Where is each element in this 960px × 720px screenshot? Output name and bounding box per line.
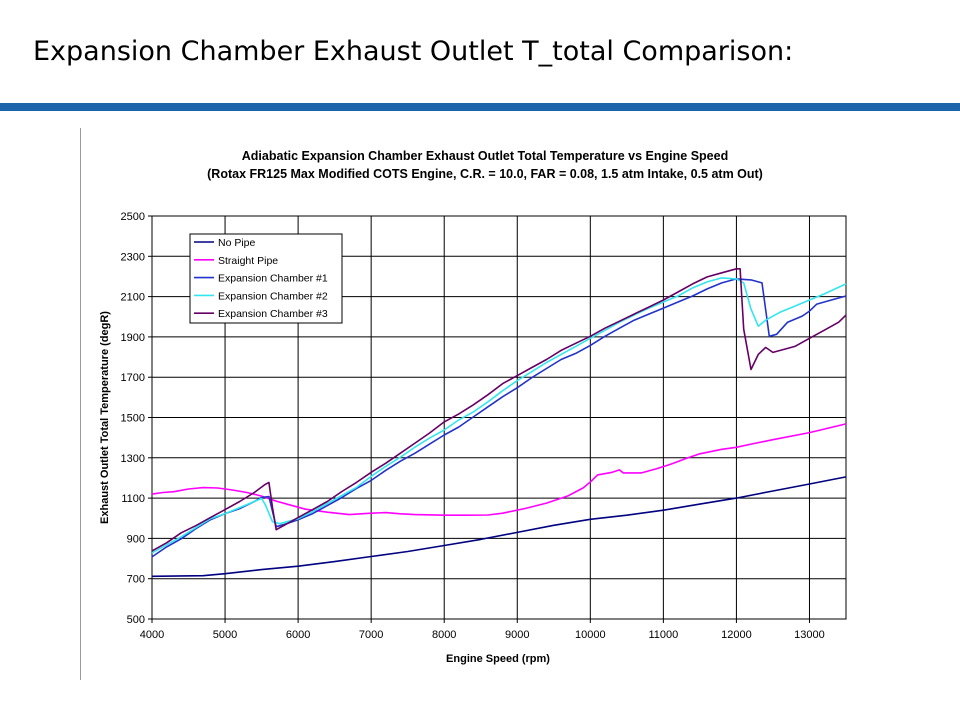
chart-title: Adiabatic Expansion Chamber Exhaust Outl… — [242, 149, 728, 163]
legend-label-expansion-chamber-2: Expansion Chamber #2 — [218, 290, 328, 302]
legend-label-straight-pipe: Straight Pipe — [218, 255, 278, 267]
x-tick-label: 8000 — [432, 629, 456, 641]
series-line-expansion-chamber-1 — [151, 278, 847, 558]
series-lines — [151, 267, 847, 578]
y-tick-label: 900 — [127, 533, 145, 545]
legend-label-expansion-chamber-3: Expansion Chamber #3 — [218, 308, 328, 320]
legend-label-expansion-chamber-1: Expansion Chamber #1 — [218, 273, 328, 285]
chart-subtitle: (Rotax FR125 Max Modified COTS Engine, C… — [207, 167, 763, 181]
x-tick-label: 4000 — [140, 629, 164, 641]
y-tick-label: 2100 — [121, 292, 145, 304]
y-tick-label: 1900 — [121, 332, 145, 344]
x-tick-label: 11000 — [648, 629, 678, 641]
slide-title: Expansion Chamber Exhaust Outlet T_total… — [33, 36, 794, 67]
y-axis-label: Exhaust Outlet Total Temperature (degR) — [99, 311, 111, 524]
legend-label-no-pipe: No Pipe — [218, 237, 256, 249]
x-tick-label: 13000 — [794, 629, 825, 641]
legend: No Pipe Straight Pipe Expansion Chamber #1… — [189, 233, 343, 324]
y-tick-label: 1500 — [121, 413, 145, 425]
title-rule — [0, 103, 960, 111]
x-tick-label: 5000 — [213, 629, 237, 641]
axis-ticks: 4000 5000 6000 7000 8000 9000 10000 11000 12000 1… — [121, 211, 825, 641]
series-line-straight-pipe — [151, 423, 847, 517]
y-tick-label: 1700 — [121, 372, 145, 384]
x-tick-label: 12000 — [721, 629, 752, 641]
x-axis-label: Engine Speed (rpm) — [446, 653, 550, 665]
x-tick-label: 9000 — [505, 629, 529, 641]
grid — [152, 216, 846, 619]
y-tick-label: 700 — [127, 574, 145, 586]
y-tick-label: 500 — [127, 614, 145, 626]
y-tick-label: 2500 — [121, 211, 145, 223]
y-tick-label: 2300 — [121, 251, 145, 263]
x-tick-label: 7000 — [359, 629, 383, 641]
legend-box — [189, 233, 343, 324]
x-tick-label: 6000 — [286, 629, 310, 641]
y-tick-label: 1300 — [121, 453, 145, 465]
y-tick-label: 1100 — [121, 493, 145, 505]
series-line-expansion-chamber-3 — [151, 267, 847, 552]
x-tick-label: 10000 — [575, 629, 606, 641]
chart-frame-line — [80, 128, 81, 680]
series-line-no-pipe — [151, 476, 847, 578]
